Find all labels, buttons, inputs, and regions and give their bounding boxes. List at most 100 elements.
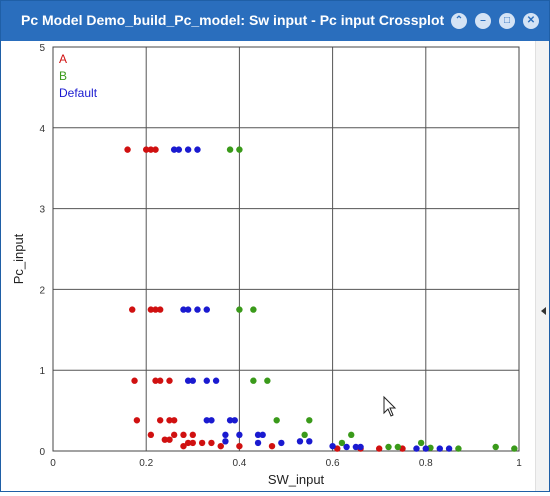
legend-item-b[interactable]: B [59, 69, 67, 83]
data-point-default[interactable] [357, 443, 364, 451]
data-point-default[interactable] [189, 377, 196, 384]
data-point-default[interactable] [222, 431, 229, 439]
maximize-icon[interactable]: □ [499, 13, 515, 29]
plot-frame [52, 46, 520, 452]
data-point-default[interactable] [208, 417, 215, 424]
data-point-a[interactable] [170, 417, 178, 424]
data-point-default[interactable] [306, 438, 313, 445]
data-point-a[interactable] [147, 146, 155, 153]
minimize-icon[interactable]: – [475, 13, 491, 29]
data-point-a[interactable] [143, 146, 150, 153]
data-point-a[interactable] [152, 377, 159, 384]
plot-area: 0 0.2 0.4 0.6 0.8 1 0 1 2 3 4 5 SW_input Pc_input A B De… [1, 41, 549, 491]
y-tick-label: 2 [39, 285, 45, 296]
data-point-a[interactable] [156, 417, 164, 424]
data-point-a[interactable] [268, 442, 276, 450]
data-point-a[interactable] [189, 439, 196, 447]
data-point-a[interactable] [166, 417, 173, 424]
data-point-default[interactable] [352, 443, 360, 451]
data-point-a[interactable] [156, 306, 164, 313]
data-point-default[interactable] [180, 306, 187, 313]
data-point-a[interactable] [189, 431, 196, 439]
data-point-a[interactable] [198, 439, 206, 447]
data-point-a[interactable] [208, 439, 215, 447]
data-point-a[interactable] [124, 146, 131, 153]
data-point-default[interactable] [175, 146, 183, 153]
data-point-default[interactable] [184, 306, 192, 313]
data-point-a[interactable] [152, 306, 159, 313]
data-point-b[interactable] [492, 443, 499, 451]
data-point-a[interactable] [180, 442, 187, 450]
collapse-arrow-icon[interactable] [541, 307, 546, 315]
data-point-a[interactable] [147, 431, 155, 439]
data-point-default[interactable] [203, 377, 210, 384]
data-point-b[interactable] [306, 417, 313, 424]
data-point-default[interactable] [226, 417, 234, 424]
data-point-default[interactable] [231, 417, 238, 424]
data-point-b[interactable] [236, 306, 243, 313]
data-point-a[interactable] [147, 306, 155, 313]
data-point-b[interactable] [250, 377, 257, 384]
data-point-default[interactable] [296, 438, 304, 445]
data-point-default[interactable] [445, 445, 453, 452]
data-point-default[interactable] [222, 438, 229, 445]
data-point-b[interactable] [264, 377, 271, 384]
legend-item-default[interactable]: Default [59, 86, 98, 100]
window-title: Pc Model Demo_build_Pc_model: Sw input -… [21, 12, 445, 28]
data-point-default[interactable] [194, 146, 201, 153]
data-point-b[interactable] [236, 146, 243, 153]
data-point-b[interactable] [455, 445, 462, 452]
data-point-b[interactable] [417, 439, 425, 447]
y-tick-label: 4 [39, 124, 45, 135]
data-point-a[interactable] [236, 442, 243, 450]
data-point-a[interactable] [217, 442, 224, 450]
data-point-default[interactable] [329, 442, 336, 450]
data-point-default[interactable] [278, 439, 285, 447]
data-point-b[interactable] [338, 439, 346, 447]
data-point-b[interactable] [385, 443, 392, 451]
crossplot-chart[interactable]: 0 0.2 0.4 0.6 0.8 1 0 1 2 3 4 5 SW_input Pc_input AB De… [1, 41, 536, 491]
data-point-a[interactable] [166, 377, 173, 384]
data-point-a[interactable] [184, 439, 192, 447]
data-point-default[interactable] [254, 439, 262, 447]
data-point-default[interactable] [422, 445, 429, 452]
side-panel-toggle[interactable] [535, 41, 549, 491]
title-bar[interactable]: Pc Model Demo_build_Pc_model: Sw input -… [1, 1, 549, 41]
data-point-default[interactable] [259, 431, 266, 439]
restore-icon[interactable]: ⌃ [451, 13, 467, 29]
close-icon[interactable]: ✕ [523, 13, 539, 29]
data-point-default[interactable] [203, 306, 210, 313]
y-axis-label: Pc_input [11, 233, 26, 284]
legend-item-a[interactable]: A [59, 52, 67, 66]
data-point-default[interactable] [343, 443, 350, 451]
x-tick-label: 0.4 [232, 458, 246, 469]
data-point-b[interactable] [226, 146, 234, 153]
data-point-a[interactable] [152, 146, 159, 153]
data-point-a[interactable] [133, 417, 141, 424]
data-point-a[interactable] [161, 436, 169, 443]
data-point-a[interactable] [129, 306, 136, 313]
data-point-b[interactable] [348, 431, 355, 439]
data-point-default[interactable] [254, 431, 262, 439]
data-point-a[interactable] [131, 377, 138, 384]
y-tick-label: 3 [39, 205, 45, 216]
data-point-default[interactable] [184, 377, 192, 384]
data-point-a[interactable] [156, 377, 164, 384]
data-point-b[interactable] [250, 306, 257, 313]
data-point-a[interactable] [376, 445, 383, 452]
data-point-default[interactable] [184, 146, 192, 153]
data-point-default[interactable] [203, 417, 210, 424]
data-point-default[interactable] [413, 445, 420, 452]
data-point-b[interactable] [394, 443, 402, 451]
data-point-default[interactable] [436, 445, 443, 452]
data-point-default[interactable] [236, 431, 243, 439]
data-point-a[interactable] [166, 436, 173, 443]
data-point-default[interactable] [212, 377, 220, 384]
data-point-b[interactable] [301, 431, 308, 439]
data-point-b[interactable] [511, 445, 518, 452]
data-point-a[interactable] [170, 431, 178, 439]
data-point-default[interactable] [194, 306, 201, 313]
data-point-a[interactable] [180, 431, 187, 439]
data-point-b[interactable] [273, 417, 280, 424]
data-point-default[interactable] [170, 146, 178, 153]
